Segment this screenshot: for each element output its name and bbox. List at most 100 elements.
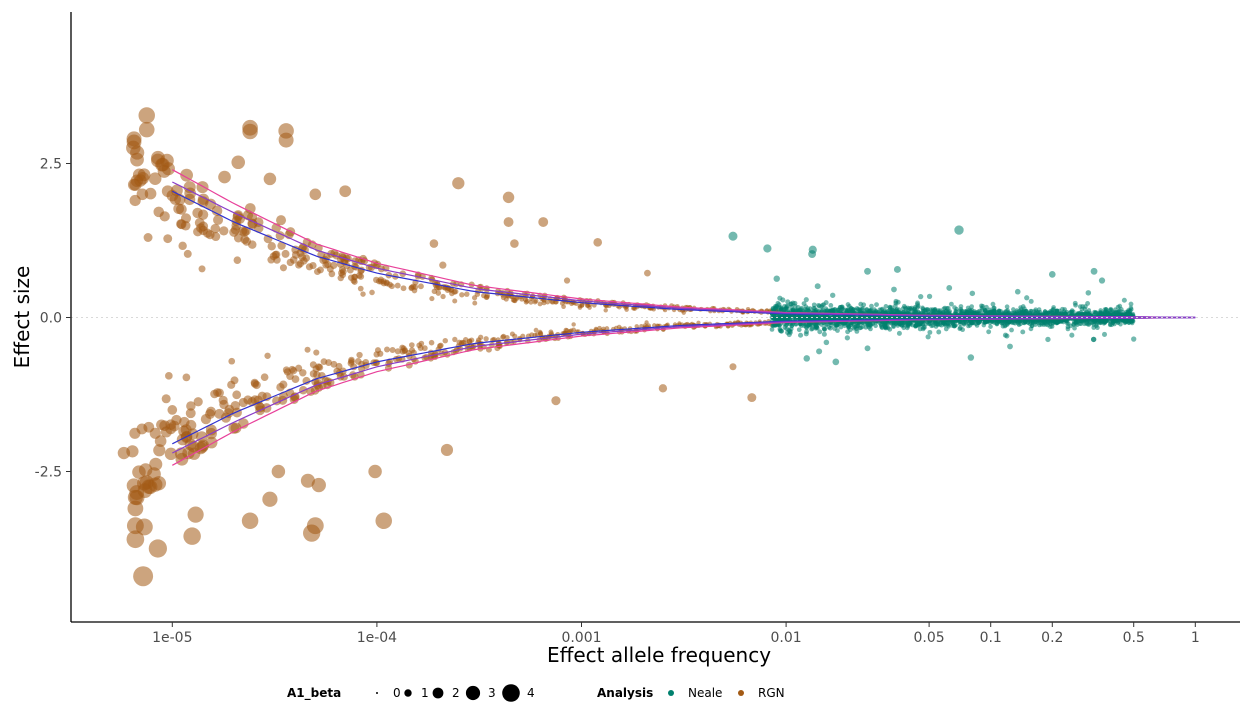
- rgn-point: [255, 402, 266, 413]
- legend: A1_beta 0 1 2 3 4 Analysis Neale RGN: [287, 684, 785, 702]
- neale-point: [813, 322, 818, 327]
- rgn-point: [298, 253, 307, 261]
- neale-point: [1117, 317, 1123, 323]
- rgn-point: [510, 239, 519, 248]
- rgn-point: [388, 283, 395, 290]
- rgn-point: [478, 334, 484, 340]
- neale-point: [809, 326, 814, 332]
- rgn-point: [377, 276, 385, 283]
- neale-point: [915, 302, 920, 307]
- rgn-point: [159, 211, 170, 222]
- neale-point: [811, 302, 817, 308]
- neale-point: [796, 327, 802, 333]
- neale-point: [827, 316, 832, 321]
- neale-point: [1112, 311, 1117, 316]
- rgn-point: [538, 330, 543, 336]
- neale-point: [935, 310, 940, 315]
- x-tick-label: 1e-04: [357, 630, 397, 646]
- rgn-point: [126, 530, 145, 549]
- neale-point: [942, 305, 948, 311]
- rgn-point: [452, 336, 458, 343]
- neale-point: [893, 298, 899, 304]
- x-tick-label: 0.001: [561, 630, 601, 646]
- rgn-point: [503, 296, 509, 302]
- neale-point: [969, 290, 976, 297]
- neale-point: [866, 308, 872, 314]
- axes-layer: 1e-05 1e-04 0.001 0.01 0.05 0.1 0.2 0.5 1 2.5 0.0 -…: [35, 12, 1240, 646]
- neale-point: [967, 354, 975, 361]
- rgn-point: [459, 292, 465, 298]
- neale-point: [891, 324, 896, 329]
- rgn-point: [528, 299, 534, 305]
- neale-point: [822, 326, 827, 332]
- x-tick-label: 0.5: [1123, 630, 1145, 646]
- neale-point: [1125, 312, 1130, 317]
- neale-point: [1099, 311, 1104, 317]
- rgn-point: [538, 217, 549, 227]
- neale-point: [926, 293, 933, 300]
- neale-point: [918, 293, 924, 300]
- neale-point: [847, 304, 852, 309]
- neale-point: [848, 320, 853, 326]
- neale-point: [773, 306, 778, 311]
- rgn-point: [178, 425, 190, 437]
- rgn-point: [563, 277, 571, 284]
- rgn-point: [439, 261, 447, 269]
- neale-point: [1004, 304, 1010, 310]
- neale-point: [830, 292, 836, 298]
- neale-point: [832, 358, 840, 366]
- neale-point: [1090, 267, 1098, 275]
- neale-point: [782, 303, 787, 309]
- rgn-point: [240, 235, 250, 244]
- neale-point: [1055, 320, 1061, 325]
- neale-point: [926, 321, 932, 326]
- rgn-point: [277, 241, 286, 250]
- rgn-point: [603, 308, 608, 313]
- neale-point: [1029, 308, 1034, 314]
- rgn-point: [408, 285, 415, 292]
- rgn-point: [300, 473, 315, 488]
- neale-point: [846, 325, 851, 330]
- rgn-point: [239, 227, 250, 237]
- rgn-point: [442, 337, 448, 344]
- rgn-point: [537, 301, 543, 307]
- rgn-point: [144, 187, 157, 200]
- neale-point: [969, 304, 975, 309]
- neale-point: [1060, 306, 1065, 312]
- neale-point: [804, 307, 810, 313]
- rgn-point: [389, 346, 396, 353]
- neale-point: [803, 331, 809, 337]
- neale-point: [894, 308, 899, 313]
- neale-point: [814, 283, 821, 290]
- neale-point: [864, 267, 871, 275]
- points-layer: [117, 107, 1137, 587]
- rgn-point: [248, 240, 257, 249]
- rgn-point: [375, 512, 393, 530]
- neale-point: [996, 309, 1002, 314]
- neale-point: [1007, 319, 1012, 324]
- rgn-point: [198, 265, 206, 273]
- neale-point: [1102, 318, 1107, 323]
- rgn-point: [231, 155, 246, 170]
- size-legend-key: [502, 684, 520, 702]
- x-tick-label: 1e-05: [152, 630, 192, 646]
- neale-point: [1003, 323, 1008, 328]
- size-legend-key: [465, 685, 481, 701]
- size-legend-label: 3: [488, 686, 496, 700]
- neale-point: [923, 321, 928, 327]
- neale-point: [728, 231, 738, 241]
- neale-point: [988, 324, 993, 329]
- neale-point: [1109, 307, 1114, 313]
- rgn-point: [520, 333, 526, 339]
- neale-point: [1066, 321, 1071, 326]
- size-legend-title: A1_beta: [287, 686, 341, 701]
- neale-point: [982, 307, 988, 313]
- neale-point: [854, 306, 860, 311]
- rgn-point: [328, 270, 336, 278]
- neale-point: [1002, 319, 1007, 325]
- rgn-point: [512, 333, 518, 339]
- neale-point: [964, 309, 970, 315]
- neale-point: [948, 301, 954, 307]
- neale-point: [952, 305, 957, 310]
- neale-point: [1047, 320, 1052, 325]
